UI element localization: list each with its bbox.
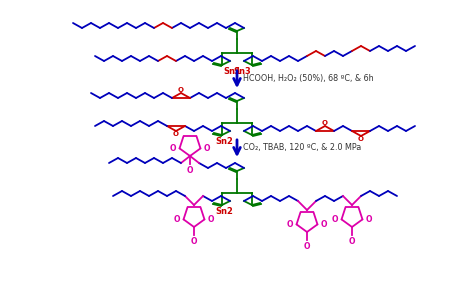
Text: O: O <box>178 87 184 93</box>
Text: O: O <box>173 131 179 137</box>
Text: O: O <box>187 166 193 175</box>
Text: Sn3: Sn3 <box>233 67 251 76</box>
Text: HCOOH, H₂O₂ (50%), 68 ºC, & 6h: HCOOH, H₂O₂ (50%), 68 ºC, & 6h <box>243 74 374 83</box>
Text: Sn2: Sn2 <box>215 137 233 146</box>
Text: O: O <box>174 215 181 224</box>
Text: O: O <box>304 242 310 251</box>
Text: O: O <box>191 237 197 246</box>
Text: O: O <box>322 120 328 126</box>
Text: O: O <box>287 220 293 229</box>
Text: O: O <box>358 136 364 142</box>
Text: O: O <box>203 144 210 153</box>
Text: Sn2: Sn2 <box>215 207 233 216</box>
Text: CO₂, TBAB, 120 ºC, & 2.0 MPa: CO₂, TBAB, 120 ºC, & 2.0 MPa <box>243 143 361 152</box>
Text: O: O <box>365 215 372 224</box>
Text: Sn1: Sn1 <box>223 67 241 76</box>
Text: O: O <box>349 237 355 246</box>
Text: O: O <box>170 144 176 153</box>
Text: O: O <box>320 220 327 229</box>
Text: O: O <box>208 215 214 224</box>
Text: O: O <box>332 215 338 224</box>
